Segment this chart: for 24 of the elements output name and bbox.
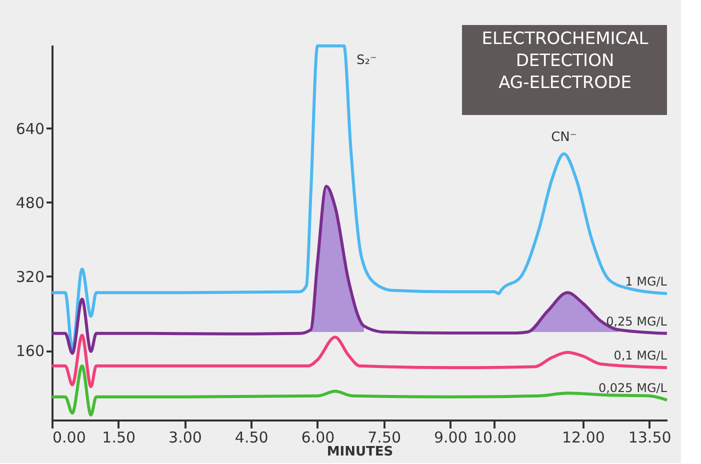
- x-tick-label: 13.50: [628, 428, 672, 446]
- y-tick-label: 320: [16, 268, 44, 286]
- series-label: 0,25 MG/L: [606, 314, 668, 328]
- x-tick-label: 4.50: [234, 428, 268, 446]
- annotation: CN⁻: [551, 130, 577, 145]
- x-tick-label: 6.00: [301, 428, 335, 446]
- x-tick-label: 1.50: [102, 428, 136, 446]
- series-label: 1 MG/L: [625, 274, 668, 289]
- x-tick-label: 10.00: [473, 428, 516, 446]
- x-axis-title: MINUTES: [326, 444, 394, 460]
- x-tick-label: 9.00: [434, 428, 468, 446]
- y-tick-label: 480: [16, 194, 44, 212]
- series-label: 0,025 MG/L: [598, 381, 668, 396]
- chart-title: ELECTROCHEMICAL DETECTION AG-ELECTRODE: [482, 29, 649, 93]
- y-tick-label: 640: [16, 120, 44, 138]
- x-tick-label: 7.50: [368, 428, 402, 446]
- annotation: S₂⁻: [356, 52, 377, 68]
- y-tick-label: 160: [16, 342, 44, 360]
- x-tick-label: 0.00: [52, 428, 86, 446]
- line-series: [50, 364, 668, 416]
- series-label: 0,1 MG/L: [614, 348, 668, 363]
- x-tick-label: 3.00: [168, 428, 202, 446]
- line-series: [50, 44, 668, 352]
- x-tick-label: 12.00: [562, 428, 605, 446]
